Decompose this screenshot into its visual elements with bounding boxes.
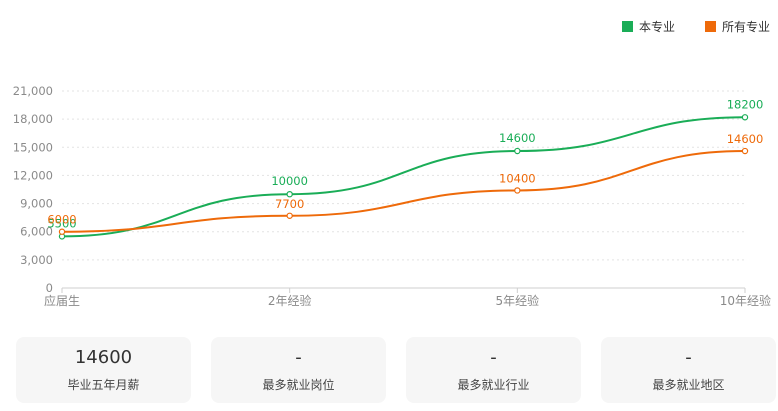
series-0: 5500 10000 14600 18200 [47,97,764,240]
chart-legend: 本专业 所有专业 [621,18,770,35]
data-label: 10000 [271,174,308,188]
x-tick-label: 5年经验 [496,293,540,308]
legend-swatch-major [621,21,633,32]
data-point [514,187,521,194]
x-tick-label: 应届生 [44,293,80,308]
x-tick-label: 2年经验 [268,293,312,308]
data-label: 10400 [499,171,536,185]
legend-label-major: 本专业 [638,20,675,34]
grid-lines [62,90,745,261]
stat-card-salary: 14600 毕业五年月薪 [16,337,191,403]
y-tick-label: 18,000 [13,112,53,126]
data-label: 18200 [727,97,764,111]
series-layer: 5500 10000 14600 18200 6000 7700 10400 14600 [47,97,764,240]
data-point [741,114,749,121]
data-label: 6000 [47,213,76,227]
y-tick-label: 15,000 [13,140,53,154]
stat-card-region: - 最多就业地区 [601,337,776,403]
stat-value-salary: 14600 [74,347,133,368]
stat-card-position: - 最多就业岗位 [211,337,386,403]
series-line [61,116,746,238]
data-label: 7700 [275,197,304,211]
axes: 0 3,000 6,000 9,000 12,000 15,000 18,000 21,000… [13,84,771,308]
data-label: 14600 [727,132,764,146]
data-label: 5500 [47,216,76,230]
data-point [514,147,521,155]
data-point [741,147,749,155]
legend-item-major[interactable]: 本专业 [621,18,675,35]
y-tick-label: 3,000 [20,253,53,267]
y-tick-label: 0 [46,281,53,295]
data-point [58,228,66,235]
stats-cards: 14600 毕业五年月薪 - 最多就业岗位 - 最多就业行业 - 最多就业地区 [16,337,776,403]
stat-label-position: 最多就业岗位 [262,378,335,392]
series-1: 6000 7700 10400 14600 [47,132,764,235]
series-line [61,150,746,233]
stat-label-industry: 最多就业行业 [457,378,530,392]
data-point [286,212,293,219]
stat-card-industry: - 最多就业行业 [406,337,581,403]
y-tick-label: 6,000 [20,225,53,239]
stat-label-salary: 毕业五年月薪 [67,378,140,392]
legend-label-all: 所有专业 [721,20,770,34]
salary-line-chart: 0 3,000 6,000 9,000 12,000 15,000 18,000 21,000… [13,84,771,308]
y-tick-label: 21,000 [13,84,53,98]
data-point [286,190,293,198]
stat-label-region: 最多就业地区 [652,378,725,392]
legend-item-all[interactable]: 所有专业 [704,18,770,35]
y-tick-label: 9,000 [20,197,53,211]
stat-value-region: - [685,347,692,368]
legend-swatch-all [704,21,716,32]
x-tick-label: 10年经验 [720,293,771,308]
stat-value-industry: - [490,347,497,368]
y-tick-label: 12,000 [13,168,53,182]
stat-value-position: - [295,347,302,368]
data-label: 14600 [499,131,536,145]
